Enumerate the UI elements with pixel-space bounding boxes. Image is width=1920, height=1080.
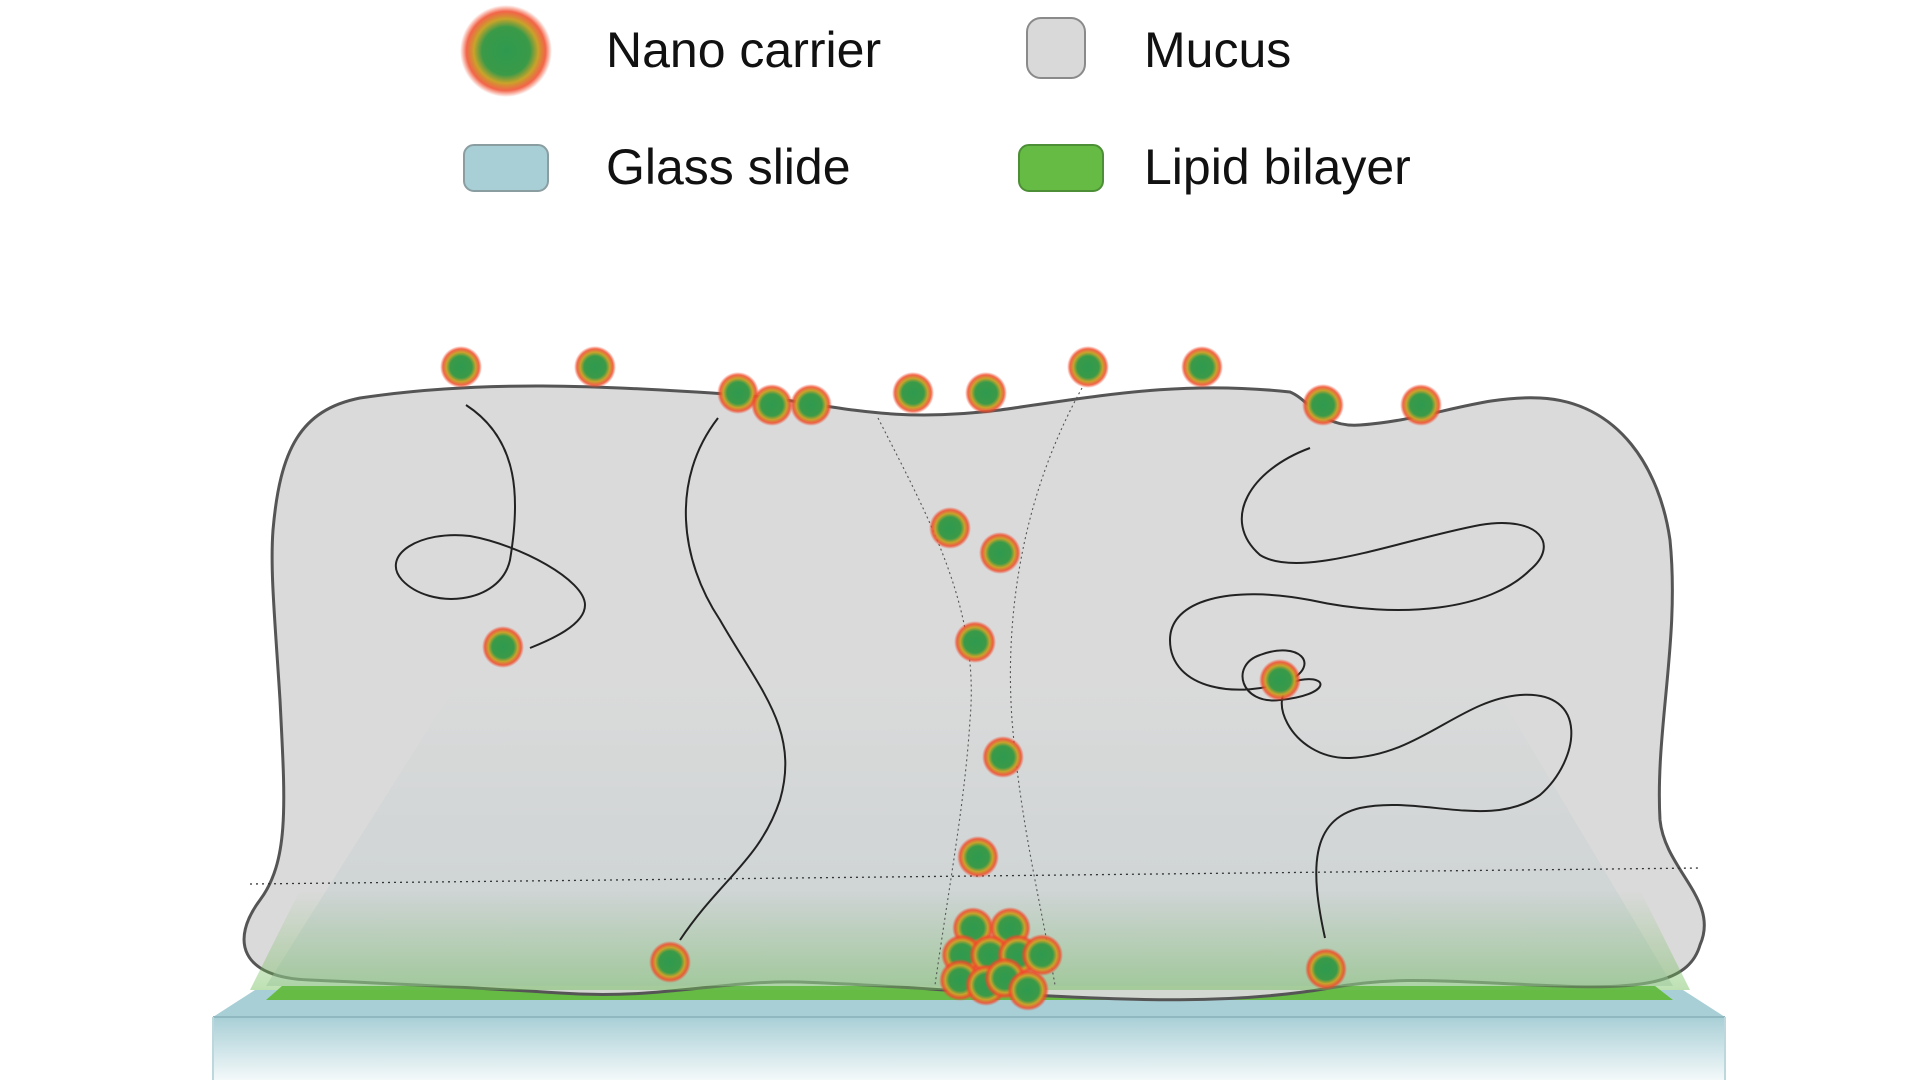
glass-slide-front (213, 1017, 1725, 1080)
mucus-swatch-icon (1026, 17, 1086, 79)
nano-carrier (929, 507, 971, 549)
nano-carrier (892, 372, 934, 414)
nano-carrier (1007, 969, 1049, 1011)
diffusion-channel-left (877, 417, 972, 986)
nano-carrier-icon (460, 5, 552, 97)
nano-carrier (1067, 346, 1109, 388)
nano-carrier (957, 836, 999, 878)
legend-label-lipid-bilayer: Lipid bilayer (1144, 139, 1411, 195)
legend-label-nano-carrier: Nano carrier (606, 22, 881, 78)
nano-carrier (1181, 346, 1223, 388)
mucin-fiber-2 (679, 417, 787, 941)
legend-label-mucus: Mucus (1144, 22, 1291, 78)
nano-carrier (1021, 934, 1063, 976)
nano-carrier (751, 384, 793, 426)
lipid-bilayer-swatch-icon (1018, 144, 1104, 192)
nano-carrier (649, 941, 691, 983)
nano-carrier (440, 346, 482, 388)
glass-slide-swatch-icon (463, 144, 549, 192)
diffusion-channel-right (1009, 387, 1083, 986)
nano-carrier (717, 372, 759, 414)
mucin-fiber-1 (394, 404, 587, 649)
mucin-fibers (394, 404, 1573, 941)
nano-carrier (574, 346, 616, 388)
nano-carrier (979, 532, 1021, 574)
nano-carrier (965, 372, 1007, 414)
nano-carrier (482, 626, 524, 668)
nano-carrier (982, 736, 1024, 778)
mucin-fiber-3 (1168, 447, 1573, 939)
nano-carrier (790, 384, 832, 426)
glass-slide (212, 990, 1726, 1080)
legend: Nano carrier Mucus Glass slide Lipid bil… (460, 5, 1411, 195)
nano-carrier (1259, 659, 1301, 701)
nano-carrier (1305, 948, 1347, 990)
legend-label-glass-slide: Glass slide (606, 139, 851, 195)
nano-carrier (1400, 384, 1442, 426)
nano-carriers (440, 346, 1442, 1011)
dotted-guide-line (249, 867, 1701, 885)
nano-carrier (954, 621, 996, 663)
nano-carrier (1302, 384, 1344, 426)
